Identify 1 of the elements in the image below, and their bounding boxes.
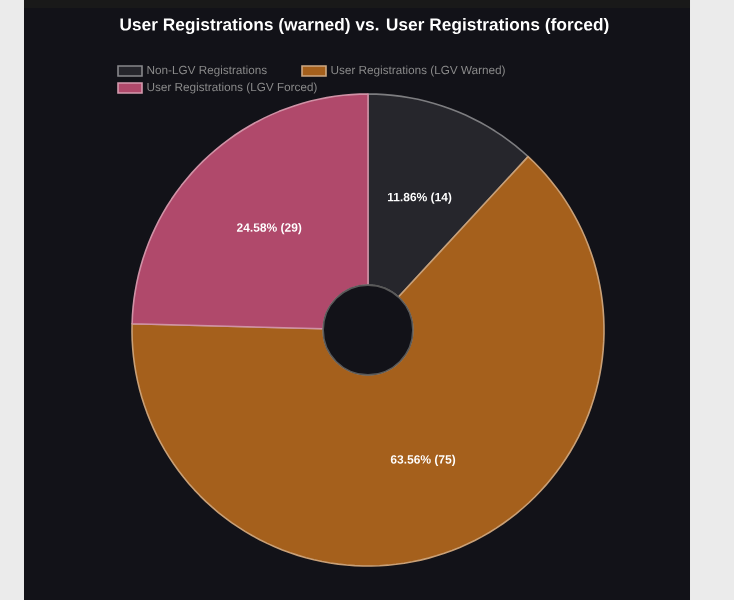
chart-title: User Registrations (warned) vs. User Registrations (forced) bbox=[120, 17, 609, 35]
